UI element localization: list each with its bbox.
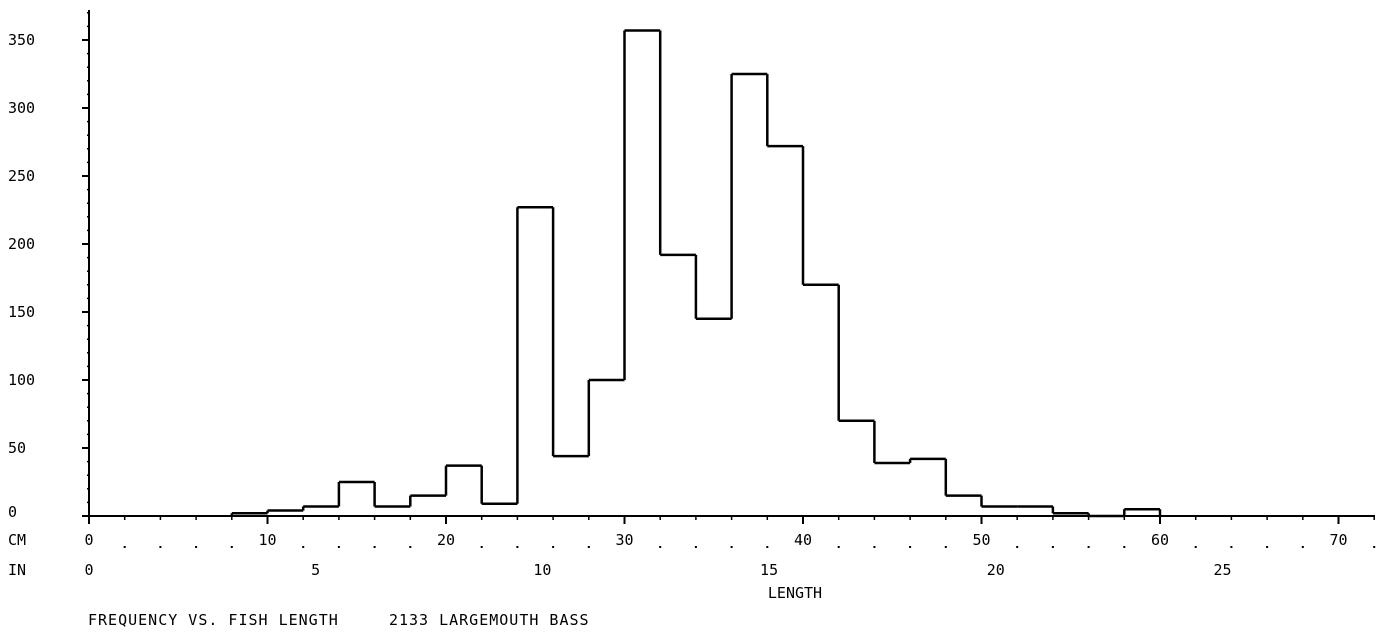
x-cm-dot	[659, 546, 662, 548]
y-tick-label: 350	[8, 31, 35, 49]
x-cm-dot	[552, 546, 555, 548]
x-cm-dot	[1301, 546, 1304, 548]
x-cm-dot	[1123, 546, 1126, 548]
x-in-tick-label: 20	[987, 561, 1005, 579]
x-cm-dot	[302, 546, 305, 548]
x-in-tick-label: 15	[760, 561, 778, 579]
x-axis-title: LENGTH	[768, 584, 822, 602]
x-in-tick-label: 25	[1213, 561, 1231, 579]
x-cm-dot	[123, 546, 126, 548]
x-cm-dot	[694, 546, 697, 548]
x-cm-dot	[944, 546, 947, 548]
chart-caption: FREQUENCY VS. FISH LENGTH 2133 LARGEMOUT…	[88, 611, 590, 629]
chart-title: FREQUENCY VS. FISH LENGTH	[88, 611, 339, 629]
x-unit-label-cm: CM	[8, 531, 26, 549]
x-cm-tick-label: 40	[794, 531, 812, 549]
x-in-tick-label: 5	[311, 561, 320, 579]
x-cm-tick-label: 10	[258, 531, 276, 549]
x-cm-dot	[909, 546, 912, 548]
x-cm-dot	[409, 546, 412, 548]
x-cm-dot	[1051, 546, 1054, 548]
x-cm-dot	[480, 546, 483, 548]
x-cm-dot	[373, 546, 376, 548]
x-cm-dot	[1266, 546, 1269, 548]
x-cm-dot	[873, 546, 876, 548]
x-cm-tick-label: 70	[1329, 531, 1347, 549]
y-axis: 0 50 100 150 200 250 300 350	[8, 10, 90, 521]
x-cm-tick-label: 30	[615, 531, 633, 549]
x-unit-label-in: IN	[8, 561, 26, 579]
x-cm-dot	[1230, 546, 1233, 548]
x-cm-dot	[516, 546, 519, 548]
x-cm-tick-label: 50	[972, 531, 990, 549]
y-tick-label: 300	[8, 99, 35, 117]
chart-subtitle: 2133 LARGEMOUTH BASS	[388, 611, 590, 629]
x-cm-dot	[1194, 546, 1197, 548]
y-tick-label: 250	[8, 167, 35, 185]
y-tick-label: 0	[8, 503, 17, 521]
x-cm-tick-label: 20	[437, 531, 455, 549]
y-tick-label: 50	[8, 439, 26, 457]
x-cm-dot	[159, 546, 162, 548]
x-cm-dot	[230, 546, 233, 548]
x-cm-dot	[587, 546, 590, 548]
x-cm-dot	[766, 546, 769, 548]
histogram-bars	[230, 29, 1162, 518]
y-tick-label: 100	[8, 371, 35, 389]
x-cm-dot	[195, 546, 198, 548]
x-cm-dot	[837, 546, 840, 548]
x-cm-dot	[730, 546, 733, 548]
x-cm-dot	[1087, 546, 1090, 548]
x-in-tick-label: 10	[533, 561, 551, 579]
x-cm-tick-label: 60	[1151, 531, 1169, 549]
y-tick-label: 150	[8, 303, 35, 321]
x-axis: 0 10 20 30 40 50 60 70 0 5 10 15 20 25	[84, 515, 1376, 579]
x-cm-dot	[337, 546, 340, 548]
x-cm-tick-label: 0	[84, 531, 93, 549]
x-cm-dot	[1016, 546, 1019, 548]
y-tick-label: 200	[8, 235, 35, 253]
x-cm-dot	[1373, 546, 1376, 548]
x-in-tick-label: 0	[84, 561, 93, 579]
